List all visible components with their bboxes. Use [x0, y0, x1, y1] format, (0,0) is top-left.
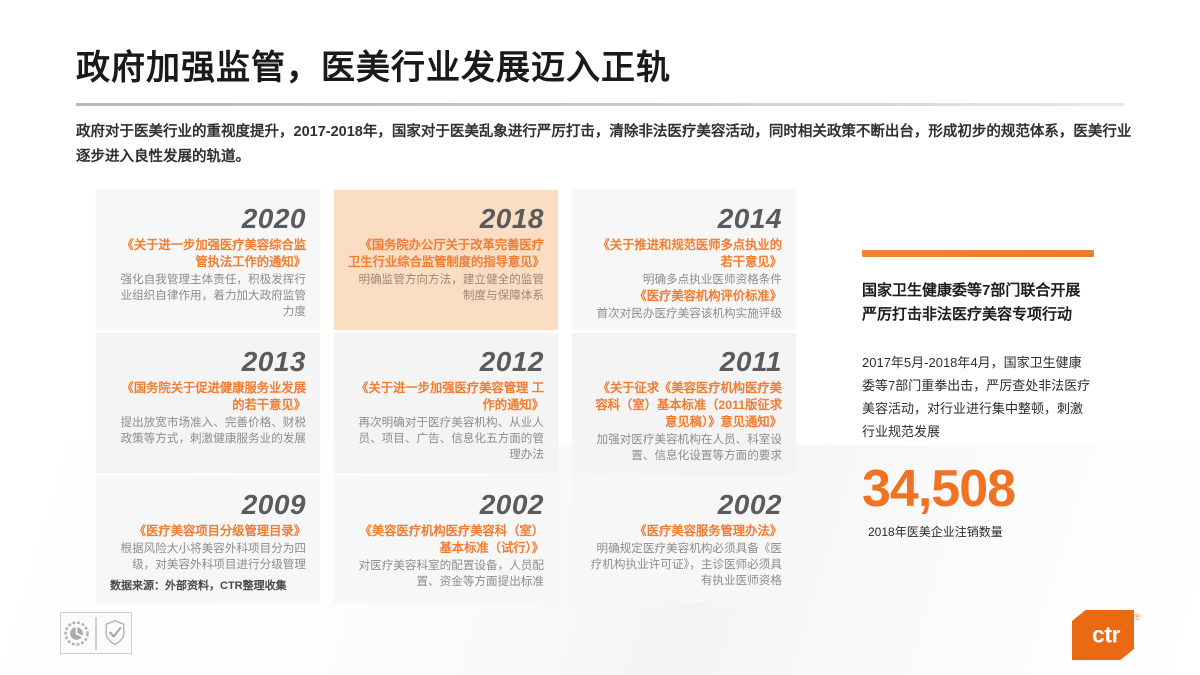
- quality-seal-icon: [61, 617, 92, 650]
- page-title: 政府加强监管，医美行业发展迈入正轨: [76, 49, 671, 87]
- data-source-note: 数据来源：外部资料，CTR整理收集: [110, 580, 287, 593]
- policy-card-2018: 2018 《国务院办公厅关于改革完善医疗卫生行业综合监管制度的指导意见》 明确监…: [334, 190, 558, 330]
- ctr-logo: ctr ®: [1072, 610, 1141, 660]
- card-policy-name: 《国务院关于促进健康服务业发展的若干意见》: [121, 381, 306, 413]
- checkmark-seal-icon: [100, 617, 131, 650]
- statistic-value: 34,508: [862, 460, 1016, 518]
- card-description-secondary: 首次对民办医疗美容该机构实施评级: [596, 307, 782, 321]
- card-year: 2018: [479, 203, 544, 234]
- policy-card-2013: 2013 《国务院关于促进健康服务业发展的若干意见》 提出放宽市场准入、完善价格…: [96, 333, 320, 473]
- card-policy-name-secondary: 《医疗美容机构评价标准》: [634, 289, 782, 304]
- policy-card-2009: 2009 《医疗美容项目分级管理目录》 根据风险大小将美容外科项目分为四级，对美…: [96, 476, 320, 603]
- policy-card-2014: 2014 《关于推进和规范医师多点执业的若干意见》 明确多点执业医师资格条件 《…: [572, 190, 796, 330]
- card-policy-name: 《医疗美容服务管理办法》: [634, 524, 782, 539]
- card-description: 明确多点执业医师资格条件: [642, 273, 782, 287]
- page-subtitle: 政府对于医美行业的重视度提升，2017-2018年，国家对于医美乱象进行严厉打击…: [76, 124, 1132, 165]
- panel-headline: 国家卫生健康委等7部门联合开展严厉打击非法医疗美容专项行动: [862, 282, 1081, 323]
- card-description: 加强对医疗美容机构在人员、科室设置、信息化设置等方面的要求: [596, 433, 782, 463]
- card-description: 明确规定医疗美容机构必须具备《医疗机构执业许可证》，主诊医师必须具有执业医师资格: [590, 542, 782, 588]
- card-year: 2002: [717, 489, 782, 520]
- statistic-caption: 2018年医美企业注销数量: [868, 525, 1003, 539]
- card-year: 2011: [719, 346, 782, 377]
- panel-accent-bar: [862, 250, 1094, 257]
- badge-divider: [95, 616, 97, 650]
- policy-card-2020: 2020 《关于进一步加强医疗美容综合监管执法工作的通知》 强化自我管理主体责任…: [96, 190, 320, 330]
- card-policy-name: 《关于推进和规范医师多点执业的若干意见》: [597, 238, 782, 270]
- card-policy-name: 《美容医疗机构医疗美容科（室）基本标准（试行）》: [359, 524, 544, 556]
- ctr-logo-shape: [1072, 610, 1134, 660]
- title-divider: [76, 103, 1124, 106]
- highlight-panel: 国家卫生健康委等7部门联合开展严厉打击非法医疗美容专项行动 2017年5月-20…: [862, 250, 1094, 540]
- registered-mark-icon: ®: [1134, 612, 1141, 622]
- card-policy-name: 《关于进一步加强医疗美容管理 工作的通知》: [356, 381, 544, 413]
- certification-badge: [60, 612, 132, 654]
- policy-card-2011: 2011 《关于征求《美容医疗机构医疗美容科（室）基本标准（2011版征求意见稿…: [572, 333, 796, 473]
- card-policy-name: 《国务院办公厅关于改革完善医疗卫生行业综合监管制度的指导意见》: [348, 238, 545, 270]
- card-policy-name: 《关于进一步加强医疗美容综合监管执法工作的通知》: [121, 238, 306, 270]
- card-policy-name: 《医疗美容项目分级管理目录》: [133, 524, 306, 539]
- panel-body-text: 2017年5月-2018年4月，国家卫生健康委等7部门重拳出击，严厉查处非法医疗…: [862, 355, 1091, 439]
- card-description: 再次明确对于医疗美容机构、从业人员、项目、广告、信息化五方面的管理办法: [358, 416, 544, 462]
- card-description: 提出放宽市场准入、完善价格、财税政策等方式，刺激健康服务业的发展: [120, 416, 306, 446]
- card-description: 对医疗美容科室的配置设备，人员配置、资金等方面提出标准: [358, 559, 544, 589]
- card-policy-name: 《关于征求《美容医疗机构医疗美容科（室）基本标准（2011版征求意见稿）》意见通…: [595, 381, 782, 430]
- card-year: 2020: [241, 203, 306, 234]
- policy-timeline-grid: 2020 《关于进一步加强医疗美容综合监管执法工作的通知》 强化自我管理主体责任…: [96, 190, 816, 603]
- policy-card-2002-a: 2002 《美容医疗机构医疗美容科（室）基本标准（试行）》 对医疗美容科室的配置…: [334, 476, 558, 603]
- ctr-logo-text: ctr: [1092, 621, 1120, 648]
- policy-card-2002-b: 2002 《医疗美容服务管理办法》 明确规定医疗美容机构必须具备《医疗机构执业许…: [572, 476, 796, 603]
- card-description: 根据风险大小将美容外科项目分为四级，对美容外科项目进行分级管理: [120, 542, 306, 572]
- card-year: 2014: [717, 203, 782, 234]
- card-description: 明确监管方向方法，建立健全的监管制度与保障体系: [358, 273, 544, 303]
- card-year: 2012: [479, 346, 544, 377]
- policy-card-2012: 2012 《关于进一步加强医疗美容管理 工作的通知》 再次明确对于医疗美容机构、…: [334, 333, 558, 473]
- card-year: 2013: [241, 346, 306, 377]
- card-year: 2002: [479, 489, 544, 520]
- card-description: 强化自我管理主体责任，积极发挥行业组织自律作用，着力加大政府监管力度: [120, 273, 306, 319]
- card-year: 2009: [241, 489, 306, 520]
